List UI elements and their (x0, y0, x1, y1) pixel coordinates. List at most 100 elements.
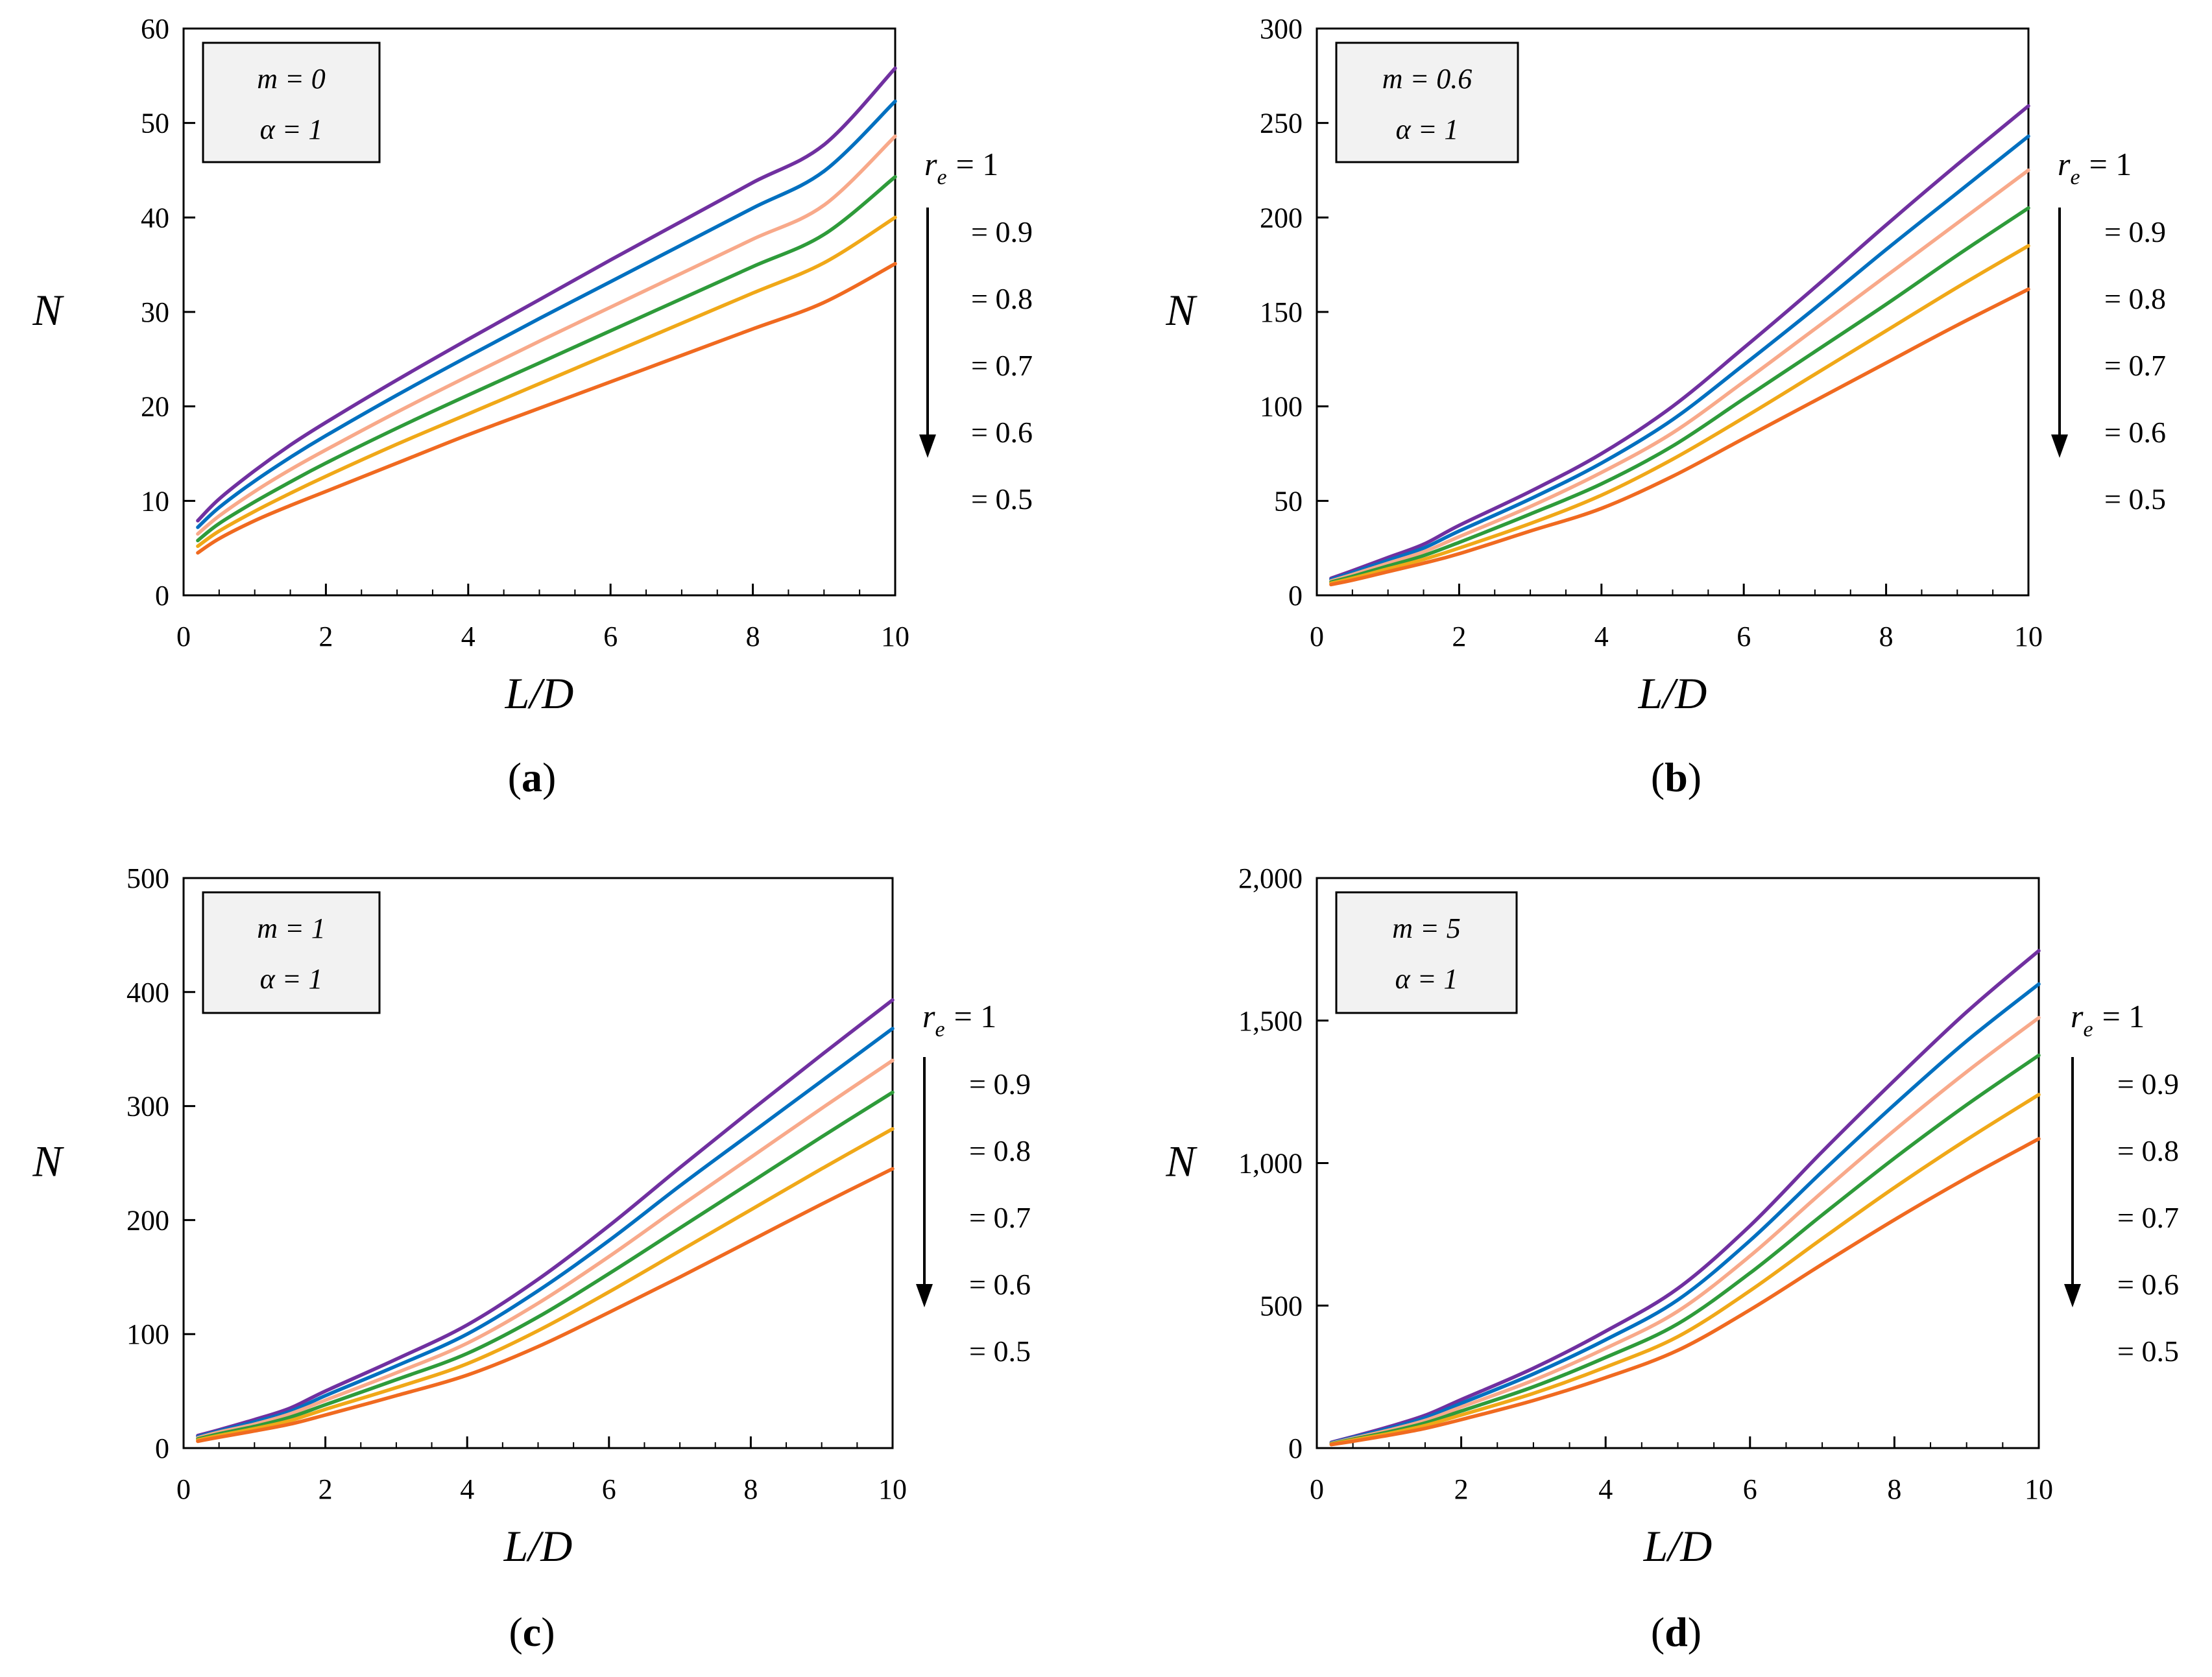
annotation-text: α = 1 (260, 113, 323, 145)
y-tick-label: 2,000 (1238, 862, 1303, 894)
series-line (196, 66, 897, 523)
x-tick-label: 6 (1737, 621, 1751, 652)
y-tick-label: 500 (1260, 1290, 1303, 1322)
y-tick-label: 200 (126, 1204, 169, 1236)
y-tick-label: 100 (1260, 391, 1303, 423)
legend-value: = 0.6 (969, 1268, 1031, 1301)
annotation-text: α = 1 (260, 963, 323, 995)
y-axis-label: N (32, 1137, 64, 1186)
panel-label: (a) (508, 754, 557, 800)
y-tick-label: 30 (141, 296, 169, 328)
y-tick-label: 20 (141, 391, 169, 423)
annotation-text: m = 1 (257, 912, 325, 944)
panel-label: (b) (1651, 754, 1701, 800)
series-line (196, 1027, 895, 1439)
legend-value: = 0.9 (2117, 1067, 2179, 1100)
panel-label: (c) (509, 1609, 555, 1655)
series-line (1329, 1137, 2041, 1447)
series-line (1329, 1093, 2041, 1446)
x-tick-label: 4 (461, 621, 475, 652)
x-tick-label: 4 (460, 1473, 474, 1505)
series-line (1329, 1016, 2041, 1445)
y-tick-label: 200 (1260, 202, 1303, 233)
annotation-text: α = 1 (1395, 963, 1458, 995)
y-tick-label: 300 (126, 1091, 169, 1123)
x-tick-label: 0 (1310, 621, 1324, 652)
legend-value: = 0.9 (2104, 215, 2166, 248)
series-line (196, 1127, 895, 1442)
y-tick-label: 1,000 (1238, 1148, 1303, 1180)
legend-header: re = 1 (922, 998, 996, 1041)
x-tick-label: 0 (176, 621, 191, 652)
y-tick-label: 50 (141, 108, 169, 139)
x-axis-label: L/D (505, 669, 574, 718)
legend-arrow-head (916, 1284, 933, 1307)
x-tick-label: 2 (319, 1473, 333, 1505)
legend-header: re = 1 (2071, 998, 2145, 1041)
x-tick-label: 4 (1598, 1473, 1613, 1505)
legend-value: = 0.7 (969, 1201, 1031, 1234)
series-line (1329, 1053, 2041, 1446)
legend-value: = 0.7 (971, 349, 1033, 382)
series-line (196, 215, 897, 549)
legend-value: = 0.9 (969, 1067, 1031, 1100)
series-line (196, 1058, 895, 1440)
legend-arrow-head (919, 434, 936, 458)
series-line (1329, 287, 2030, 587)
x-tick-label: 2 (319, 621, 333, 652)
x-tick-label: 2 (1454, 1473, 1469, 1505)
legend-header: re = 1 (2058, 146, 2132, 189)
x-tick-label: 6 (603, 621, 618, 652)
x-tick-label: 8 (746, 621, 760, 652)
series-line (196, 99, 897, 529)
annotation-text: m = 5 (1392, 912, 1460, 944)
x-tick-label: 4 (1594, 621, 1609, 652)
y-tick-label: 60 (141, 13, 169, 45)
legend-arrow-head (2051, 434, 2068, 458)
x-axis-label: L/D (1638, 669, 1707, 718)
x-axis-label: L/D (503, 1521, 573, 1571)
legend-header: re = 1 (924, 146, 998, 189)
x-axis-label: L/D (1643, 1521, 1713, 1571)
legend-value: = 0.5 (969, 1335, 1031, 1368)
annotation-text: α = 1 (1396, 113, 1459, 145)
x-tick-label: 10 (878, 1473, 907, 1505)
y-tick-label: 0 (155, 580, 169, 612)
y-axis-label: N (1165, 1137, 1197, 1186)
series-line (1329, 982, 2041, 1445)
y-tick-label: 100 (126, 1318, 169, 1350)
panel-label: (d) (1651, 1609, 1701, 1655)
x-tick-label: 8 (1879, 621, 1893, 652)
y-tick-label: 1,500 (1238, 1005, 1303, 1037)
x-tick-label: 6 (1743, 1473, 1757, 1505)
y-tick-label: 0 (155, 1433, 169, 1464)
y-tick-label: 0 (1288, 1433, 1303, 1464)
series-line (1329, 206, 2030, 584)
x-tick-label: 8 (743, 1473, 758, 1505)
annotation-text: m = 0.6 (1382, 63, 1472, 95)
legend-value: = 0.6 (2104, 416, 2166, 449)
y-tick-label: 40 (141, 202, 169, 233)
series-line (196, 1090, 895, 1441)
legend-value: = 0.8 (969, 1134, 1031, 1167)
annotation-box (202, 42, 381, 163)
chart-panel-3: 0 2 4 6 8 10 0 500 1,000 1,500 2,000 L/D Nm = 5 α = 1… (1165, 862, 2179, 1571)
legend-value: = 0.8 (2117, 1134, 2179, 1167)
series-line (1329, 949, 2041, 1444)
y-tick-label: 50 (1274, 485, 1303, 517)
y-tick-label: 300 (1260, 13, 1303, 45)
series-line (1329, 244, 2030, 586)
series-line (196, 174, 897, 543)
y-tick-label: 150 (1260, 296, 1303, 328)
x-tick-label: 2 (1452, 621, 1466, 652)
y-tick-label: 10 (141, 485, 169, 517)
y-tick-label: 0 (1288, 580, 1303, 612)
x-tick-label: 0 (176, 1473, 191, 1505)
legend-value: = 0.5 (2104, 482, 2166, 516)
x-tick-label: 0 (1310, 1473, 1324, 1505)
series-line (1329, 134, 2030, 582)
series-line (196, 1167, 895, 1444)
annotation-box (202, 891, 381, 1014)
